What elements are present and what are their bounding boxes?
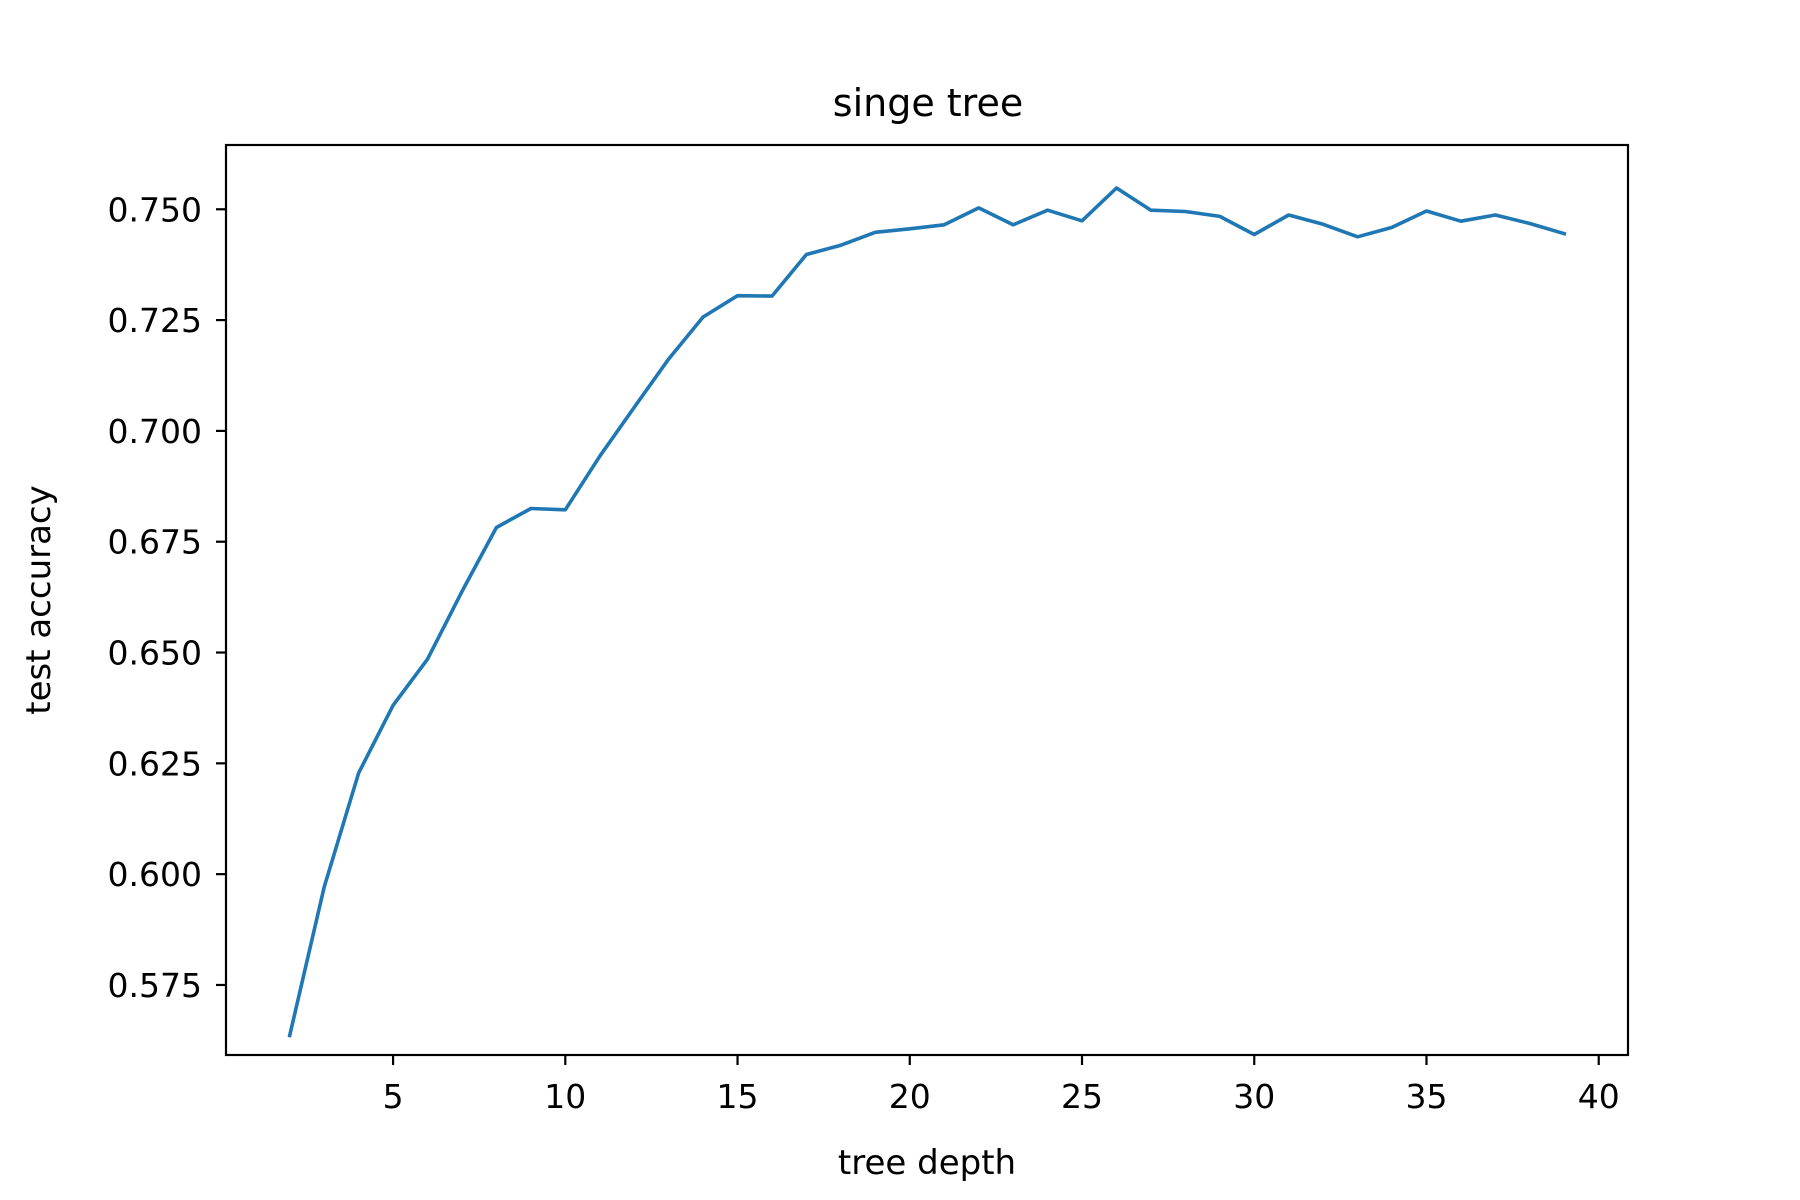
series-layer xyxy=(287,186,1567,1038)
y-axis: 0.575 0.600 0.625 0.650 0.675 0.700 0.725 0.750 xyxy=(108,190,226,1005)
y-tick-label: 0.625 xyxy=(108,744,202,783)
x-tick-label: 5 xyxy=(383,1077,404,1116)
x-tick-label: 35 xyxy=(1405,1077,1447,1116)
y-axis-label: test accuracy xyxy=(19,485,59,715)
x-axis: 5 10 15 20 25 30 35 40 xyxy=(383,1055,1620,1116)
series-line xyxy=(287,186,1567,1038)
x-tick-label: 20 xyxy=(889,1077,931,1116)
x-tick-label: 10 xyxy=(544,1077,586,1116)
y-tick-label: 0.575 xyxy=(108,966,202,1005)
y-tick-label: 0.650 xyxy=(108,634,202,673)
x-tick-label: 40 xyxy=(1578,1077,1620,1116)
plot-frame xyxy=(224,143,1630,1057)
x-tick-label: 25 xyxy=(1061,1077,1103,1116)
y-tick-label: 0.750 xyxy=(108,190,202,229)
y-tick-label: 0.700 xyxy=(108,412,202,451)
x-tick-label: 15 xyxy=(717,1077,759,1116)
x-tick-label: 30 xyxy=(1233,1077,1275,1116)
plot-area xyxy=(224,143,1630,1057)
chart-title: singe tree xyxy=(833,81,1023,125)
y-tick-label: 0.725 xyxy=(108,301,202,340)
y-tick-label: 0.675 xyxy=(108,523,202,562)
x-axis-label: tree depth xyxy=(838,1143,1016,1183)
y-tick-label: 0.600 xyxy=(108,855,202,894)
